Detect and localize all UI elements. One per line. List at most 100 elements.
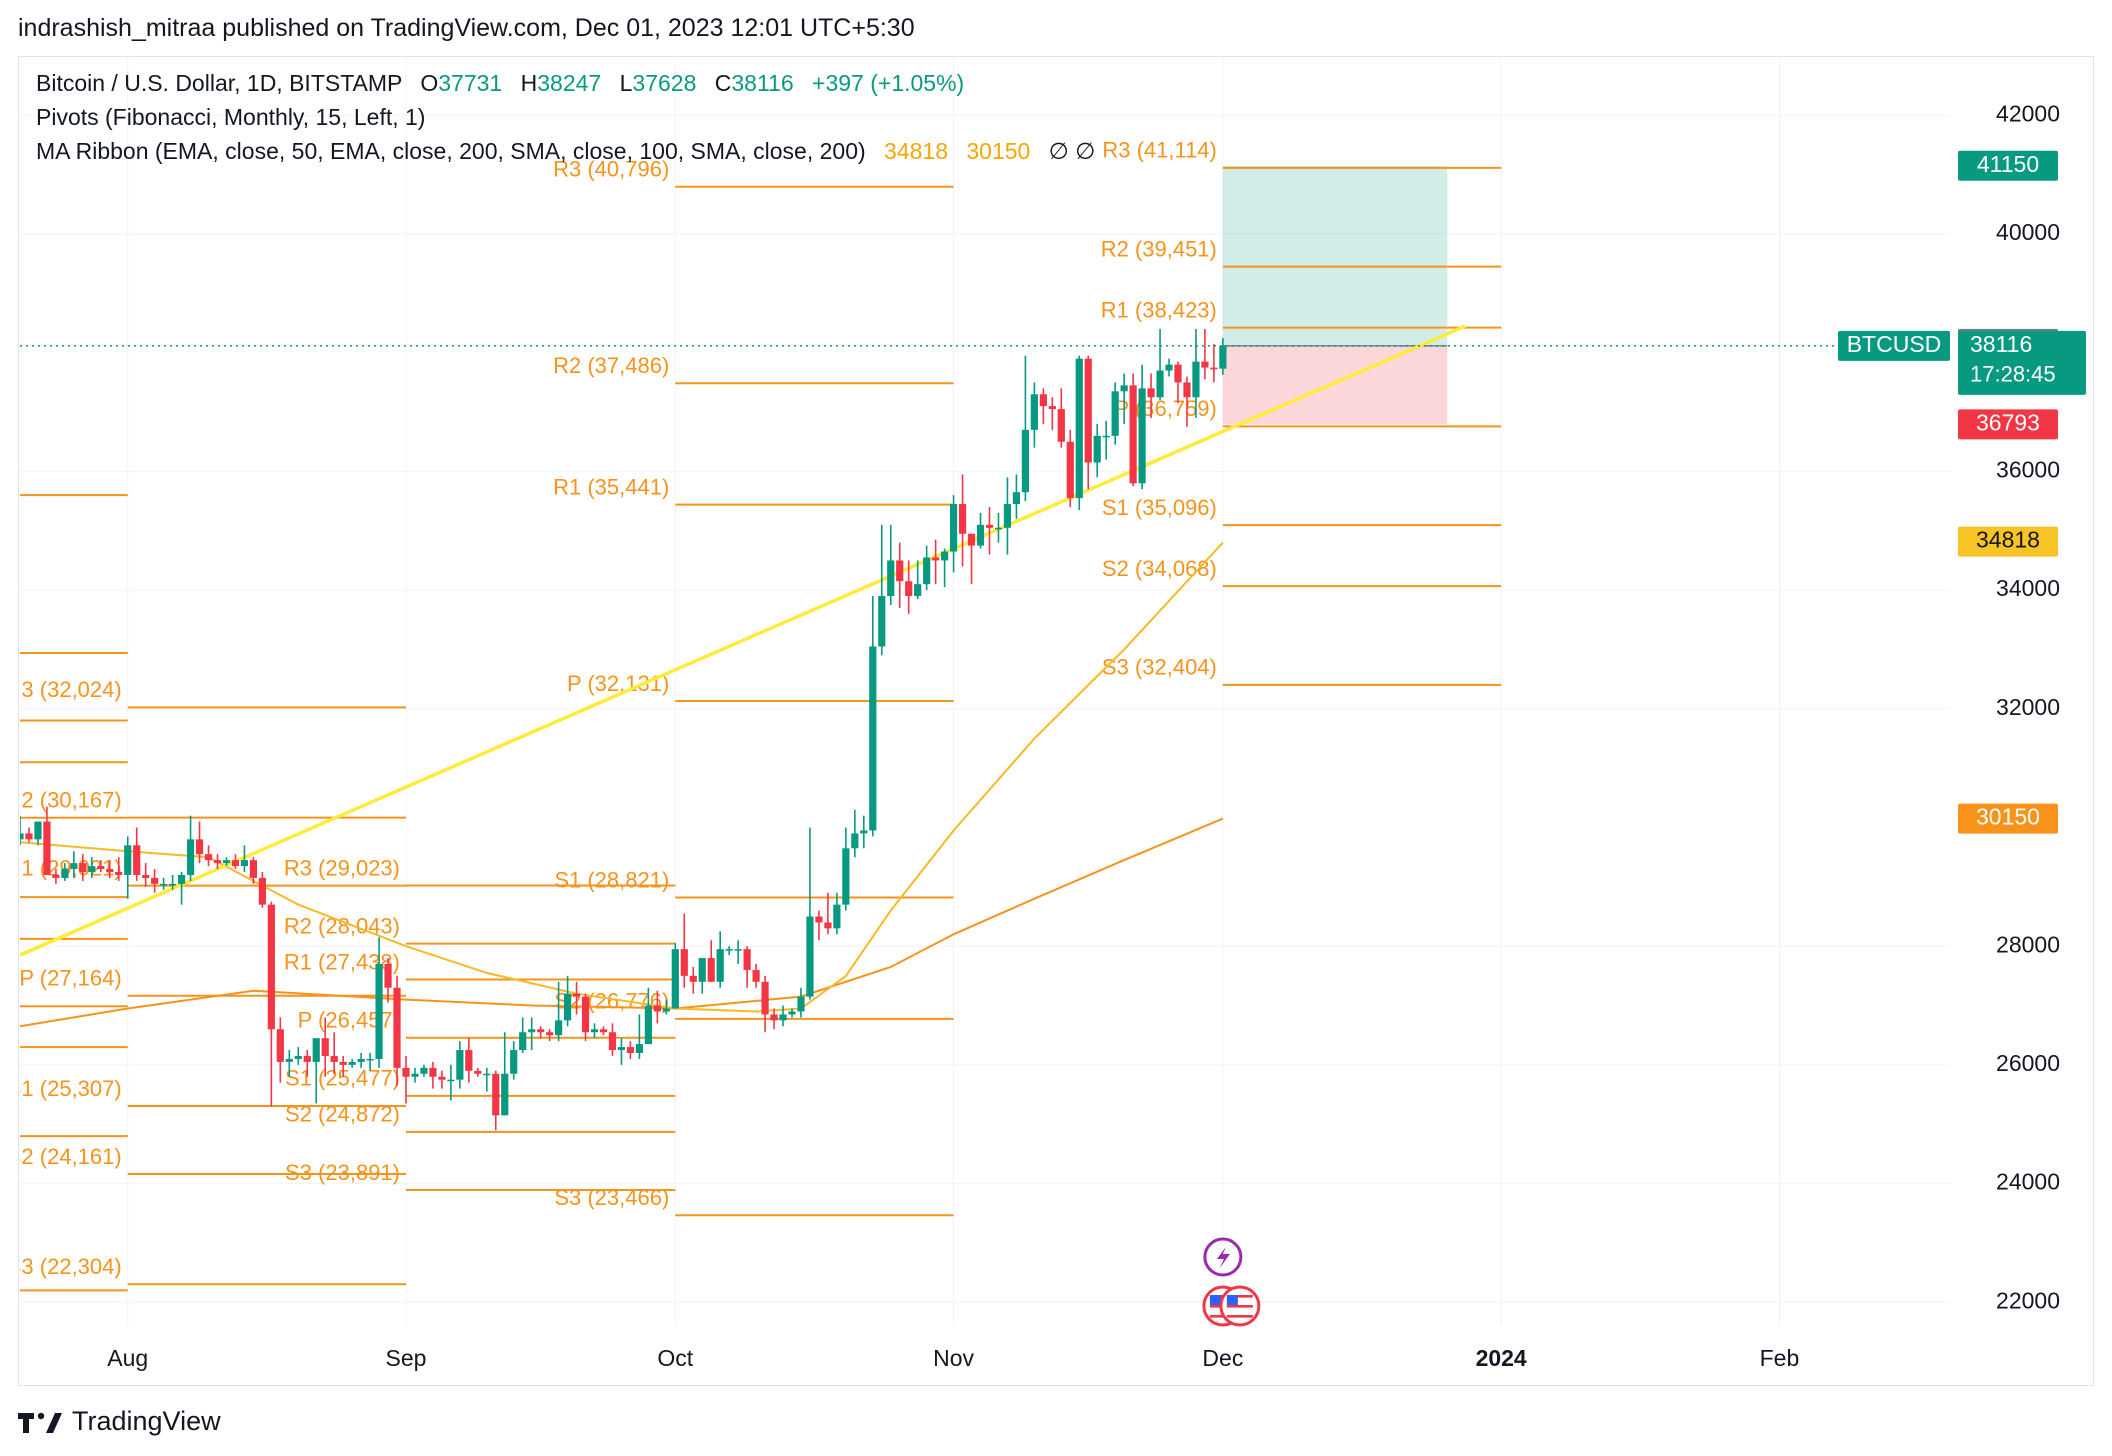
candle-body bbox=[716, 949, 724, 982]
candle-body bbox=[1003, 504, 1012, 528]
pivot-label: S2 (24,872) bbox=[285, 1102, 400, 1127]
candle-body bbox=[474, 1070, 482, 1074]
pivot-label: R2 (28,043) bbox=[284, 913, 400, 938]
candle-body bbox=[923, 557, 931, 585]
symbol-tag bbox=[1838, 330, 1950, 361]
candle-body bbox=[680, 949, 688, 976]
price-tag-label: 41150 bbox=[1977, 151, 2039, 177]
price-chart[interactable]: (32,940)(31,803)(31,100)(30,164)(28,827)… bbox=[0, 0, 2112, 1400]
pivot-label: S3 (22,304) bbox=[7, 1254, 122, 1279]
y-tick-label: 42000 bbox=[1996, 100, 2060, 126]
x-tick-label: Dec bbox=[1202, 1345, 1243, 1371]
candle-body bbox=[420, 1067, 428, 1074]
candle-body bbox=[70, 863, 78, 870]
candle-body bbox=[608, 1032, 617, 1051]
us-flag-icon bbox=[1219, 1285, 1261, 1327]
candle-body bbox=[142, 874, 150, 878]
stop-zone bbox=[1222, 345, 1448, 425]
pivot-label: R2 (30,167) bbox=[6, 787, 122, 812]
candle-body bbox=[357, 1058, 365, 1062]
candle-body bbox=[151, 877, 159, 884]
candle-body bbox=[133, 845, 141, 875]
symbol-legend[interactable]: Bitcoin / U.S. Dollar, 1D, BITSTAMP O377… bbox=[36, 70, 964, 97]
candle-body bbox=[1138, 388, 1146, 484]
candle-body bbox=[671, 949, 679, 1009]
candle-body bbox=[563, 993, 572, 1021]
candle-body bbox=[79, 863, 87, 873]
candle-body bbox=[501, 1073, 509, 1116]
x-tick-label: 2024 bbox=[1476, 1345, 1527, 1371]
candle-body bbox=[1129, 385, 1137, 484]
pivots-legend[interactable]: Pivots (Fibonacci, Monthly, 15, Left, 1) bbox=[36, 104, 425, 131]
legend-high: 38247 bbox=[537, 70, 602, 96]
candle-body bbox=[348, 1061, 356, 1065]
candle-body bbox=[25, 833, 33, 840]
candle-body bbox=[231, 860, 240, 867]
candle-body bbox=[949, 504, 958, 552]
trendline bbox=[20, 324, 1466, 957]
candle-body bbox=[1192, 361, 1200, 398]
candle-body bbox=[195, 839, 204, 855]
pivot-label: R3 (41,114) bbox=[1102, 138, 1217, 163]
flag-canton bbox=[1209, 1295, 1221, 1305]
y-tick-label: 26000 bbox=[1996, 1050, 2060, 1076]
candle-body bbox=[330, 1055, 338, 1062]
legend-change: +397 (+1.05%) bbox=[812, 70, 965, 96]
price-tag-label: 30150 bbox=[1976, 804, 2040, 830]
candle-body bbox=[905, 581, 913, 597]
candle-body bbox=[402, 1067, 410, 1077]
candle-body bbox=[160, 883, 168, 886]
flag-canton bbox=[1226, 1295, 1238, 1305]
candle-body bbox=[1183, 382, 1191, 398]
candle-body bbox=[1048, 406, 1056, 410]
candle-body bbox=[1219, 345, 1227, 369]
candle-body bbox=[294, 1055, 302, 1059]
candle-body bbox=[528, 1029, 536, 1033]
candle-body bbox=[1057, 409, 1065, 442]
candle-body bbox=[438, 1076, 446, 1080]
pivot-label: R1 (38,423) bbox=[1101, 297, 1217, 322]
candle-body bbox=[375, 963, 383, 1059]
pivot-label: R1 (35,441) bbox=[553, 474, 669, 499]
pivot-label: S3 (23,466) bbox=[554, 1185, 669, 1210]
legend-ma-value-1: 34818 bbox=[884, 138, 948, 164]
target-zone bbox=[1222, 165, 1448, 346]
ma-ribbon-legend[interactable]: MA Ribbon (EMA, close, 50, EMA, close, 2… bbox=[36, 138, 1095, 165]
candle-body bbox=[249, 860, 257, 878]
candle-body bbox=[572, 993, 581, 997]
candle-body bbox=[447, 1079, 455, 1082]
pivot-label: R2 (39,451) bbox=[1101, 236, 1217, 261]
candle-body bbox=[743, 949, 751, 970]
candle-body bbox=[519, 1032, 527, 1051]
y-tick-label: 34000 bbox=[1996, 575, 2060, 601]
candle-body bbox=[842, 848, 850, 905]
x-tick-label: Feb bbox=[1760, 1345, 1800, 1371]
pivot-label: P (26,457) bbox=[298, 1008, 400, 1033]
candle-body bbox=[869, 646, 877, 831]
candle-body bbox=[581, 996, 590, 1033]
candle-body bbox=[1075, 358, 1083, 499]
candle-body bbox=[97, 866, 105, 870]
candle-body bbox=[1093, 435, 1101, 463]
candle-body bbox=[860, 830, 868, 834]
candle-body bbox=[689, 975, 697, 982]
y-tick-label: 36000 bbox=[1996, 456, 2060, 482]
legend-low: 37628 bbox=[632, 70, 697, 96]
candle-body bbox=[34, 821, 42, 840]
tradingview-footer[interactable]: TradingView bbox=[18, 1406, 221, 1437]
candle-body bbox=[653, 1005, 661, 1012]
pivot-label: P (27,164) bbox=[19, 966, 121, 991]
y-tick-label: 22000 bbox=[1996, 1287, 2060, 1313]
candle-body bbox=[878, 596, 886, 647]
candle-body bbox=[555, 1020, 563, 1036]
candle-body bbox=[976, 524, 985, 546]
candle-body bbox=[824, 922, 832, 929]
candle-body bbox=[779, 1014, 787, 1021]
candle-body bbox=[124, 845, 132, 875]
candle-body bbox=[626, 1047, 635, 1054]
candle-body bbox=[465, 1050, 473, 1071]
candle-body bbox=[617, 1047, 626, 1051]
pivot-label: S2 (24,161) bbox=[7, 1144, 122, 1169]
candle-body bbox=[106, 869, 114, 873]
legend-ma-na-2: ∅ bbox=[1075, 138, 1096, 164]
